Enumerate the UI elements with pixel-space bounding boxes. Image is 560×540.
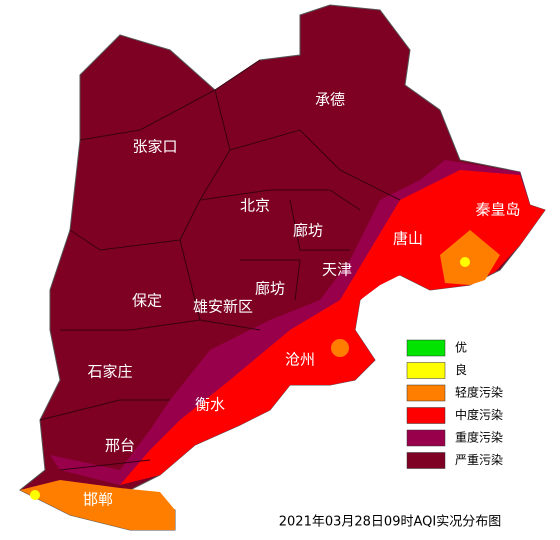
city-label: 唐山	[393, 230, 423, 248]
legend-swatch	[406, 452, 446, 469]
city-label: 邯郸	[83, 491, 113, 509]
city-label: 秦皇岛	[475, 201, 520, 219]
border-lines	[39, 59, 401, 471]
city-label: 雄安新区	[193, 298, 253, 316]
city-label: 石家庄	[87, 363, 132, 381]
region-good-spot	[460, 257, 470, 267]
legend-label: 良	[455, 362, 467, 377]
legend-label: 优	[455, 341, 467, 355]
legend-label: 重度污染	[455, 430, 503, 445]
region-good-spot	[30, 490, 40, 500]
city-label: 沧州	[285, 351, 315, 369]
map-caption: 2021年03月28日09时AQI实况分布图	[279, 515, 501, 530]
city-label: 廊坊	[293, 222, 323, 240]
region-light-south	[20, 480, 175, 530]
region-light-spot	[331, 339, 349, 357]
region-moderate	[120, 170, 545, 485]
legend-label: 轻度污染	[455, 385, 503, 400]
map-regions	[19, 4, 546, 531]
legend-swatch	[406, 429, 446, 447]
city-label: 邢台	[105, 437, 135, 455]
region-light-east	[440, 230, 500, 285]
city-label: 承德	[315, 91, 345, 109]
legend-label: 严重污染	[455, 452, 503, 467]
legend-swatch	[406, 339, 446, 357]
city-label: 廊坊	[255, 280, 285, 298]
legend-swatch	[406, 362, 446, 379]
legend-swatch	[406, 407, 446, 424]
city-label: 天津	[322, 261, 352, 279]
legend-swatch	[406, 384, 446, 402]
legend-label: 中度污染	[455, 407, 503, 422]
city-label: 衡水	[195, 396, 225, 414]
city-label: 张家口	[132, 138, 177, 156]
city-label: 北京	[240, 197, 270, 215]
district-borders	[39, 59, 401, 471]
city-label: 保定	[132, 292, 162, 310]
